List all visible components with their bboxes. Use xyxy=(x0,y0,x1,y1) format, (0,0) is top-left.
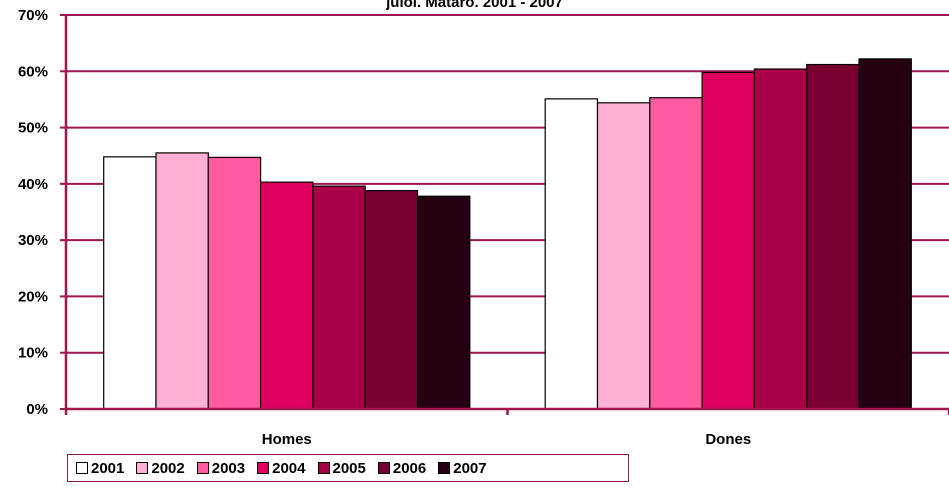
legend-label: 2003 xyxy=(211,459,246,477)
legend-label: 2006 xyxy=(392,459,427,477)
y-tick-label: 0% xyxy=(26,401,48,418)
legend-swatch xyxy=(257,462,270,474)
legend-swatch xyxy=(196,462,209,474)
y-tick-labels: 0% 10% 20% 30% 40% 50% 60% 70% xyxy=(18,7,48,418)
legend-item: 2005 xyxy=(317,459,366,477)
bar-2001 xyxy=(103,156,157,410)
legend-item: 2006 xyxy=(377,459,427,477)
legend-item: 2001 xyxy=(76,460,124,477)
chart-title: julol. Mataró. 2001 - 2007 xyxy=(386,0,563,11)
legend-item: 2003 xyxy=(196,459,246,477)
y-tick-label: 40% xyxy=(18,176,48,193)
legend-swatch xyxy=(76,462,88,474)
legend-item: 2007 xyxy=(438,459,487,477)
bar-2002 xyxy=(596,102,651,410)
bar-2006 xyxy=(364,190,419,410)
bar-2001 xyxy=(544,98,599,410)
axes xyxy=(64,15,949,415)
x-tick-label: Dones xyxy=(705,431,751,448)
bar-2004 xyxy=(701,71,755,410)
legend-label: 2001 xyxy=(91,459,125,477)
y-tick-label: 20% xyxy=(18,288,48,305)
bars xyxy=(103,58,912,410)
bar-2006 xyxy=(806,63,860,410)
legend-swatch xyxy=(438,462,451,474)
legend-label: 2007 xyxy=(453,459,487,477)
bar-2003 xyxy=(207,156,262,410)
y-tick-label: 60% xyxy=(18,63,48,80)
legend-item: 2004 xyxy=(257,459,306,477)
bar-2007 xyxy=(858,58,912,410)
legend: 2001 2002 2003 2004 2005 2006 2007 xyxy=(67,454,629,482)
y-tick-label: 30% xyxy=(18,232,48,249)
bar-2007 xyxy=(416,195,471,410)
legend-swatch xyxy=(377,462,390,474)
x-tick-labels: Homes Dones xyxy=(262,431,751,448)
legend-label: 2004 xyxy=(272,459,306,477)
legend-item: 2002 xyxy=(136,459,185,477)
y-tick-label: 10% xyxy=(18,345,48,362)
legend-swatch xyxy=(317,462,330,474)
bar-2004 xyxy=(260,181,314,410)
bar-2003 xyxy=(649,97,703,410)
legend-swatch xyxy=(136,462,149,474)
y-tick-label: 70% xyxy=(18,7,48,24)
bar-2005 xyxy=(753,68,808,410)
legend-label: 2005 xyxy=(332,459,366,477)
legend-label: 2002 xyxy=(151,459,185,477)
y-tick-label: 50% xyxy=(18,120,48,137)
x-tick-label: Homes xyxy=(262,431,312,448)
bar-2005 xyxy=(312,185,366,410)
bar-2002 xyxy=(155,152,209,410)
